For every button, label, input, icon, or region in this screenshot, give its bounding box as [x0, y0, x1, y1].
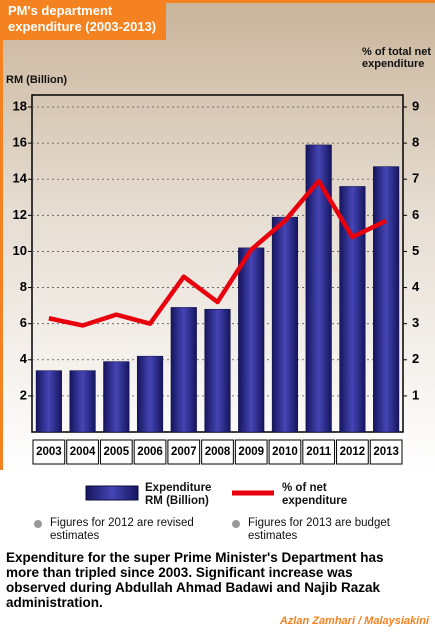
- bar: [136, 355, 164, 433]
- bar: [170, 307, 197, 433]
- y-tick-label: 14: [13, 171, 28, 186]
- x-tick-label: 2003: [36, 446, 62, 458]
- y-tick-label: 2: [20, 387, 27, 402]
- y-tick-label: 16: [13, 135, 27, 150]
- bar: [238, 247, 265, 433]
- y2-tick-label: 9: [412, 98, 419, 113]
- x-tick-label: 2009: [238, 446, 264, 458]
- y2-tick-label: 8: [412, 135, 419, 150]
- bar: [271, 216, 299, 433]
- y-axis-label: RM (Billion): [6, 74, 68, 86]
- chart-title: PM's department expenditure (2003-2013): [0, 0, 166, 40]
- x-tick-box: [133, 439, 167, 465]
- x-tick-label: 2004: [70, 446, 96, 458]
- y-tick-label: 8: [20, 279, 27, 294]
- x-tick-box: [369, 439, 403, 465]
- y2-tick-label: 5: [412, 243, 419, 258]
- accent: [0, 0, 435, 3]
- bar: [373, 166, 400, 433]
- legend-swatch: [85, 485, 139, 501]
- x-tick-box: [99, 439, 133, 465]
- x-tick-label: 2010: [272, 446, 298, 458]
- x-tick-box: [336, 439, 369, 465]
- y2-tick-label: 7: [412, 171, 419, 186]
- line: [48, 178, 388, 328]
- y-tick-label: 4: [20, 351, 28, 366]
- y2-tick-label: 3: [412, 315, 419, 330]
- caption: Expenditure for the super Prime Minister…: [6, 550, 384, 610]
- x-tick-label: 2011: [306, 446, 332, 458]
- bar: [103, 361, 130, 433]
- x-tick-box: [268, 439, 302, 465]
- x-tick-label: 2007: [171, 446, 197, 458]
- x-tick-label: 2012: [340, 446, 366, 458]
- bar: [305, 144, 332, 433]
- x-tick-label: 2005: [104, 446, 130, 458]
- note: Figures for 2012 are revised estimates: [34, 517, 220, 543]
- bar: [35, 370, 62, 433]
- legend-label: Expenditure RM (Billion): [145, 482, 212, 507]
- x-tick-box: [32, 439, 66, 465]
- note: Figures for 2013 are budget estimates: [232, 517, 418, 543]
- x-tick-box: [302, 439, 336, 465]
- y2-tick-label: 4: [412, 279, 420, 294]
- x-tick-box: [66, 439, 99, 465]
- y2-tick-label: 2: [412, 351, 419, 366]
- x-tick-label: 2013: [373, 446, 399, 458]
- bar: [204, 308, 231, 433]
- x-tick-box: [234, 439, 268, 465]
- legend-label: % of net expenditure: [282, 482, 348, 507]
- y-tick-label: 6: [20, 315, 27, 330]
- y2-axis-label: % of total net expenditure: [362, 46, 432, 70]
- accent: [0, 0, 3, 470]
- x-tick-label: 2008: [205, 446, 231, 458]
- y2-tick-label: 1: [412, 387, 419, 402]
- x-tick-box: [167, 439, 201, 465]
- y-tick-label: 12: [13, 207, 27, 222]
- y2-tick-label: 6: [412, 207, 419, 222]
- y-tick-label: 18: [13, 98, 27, 113]
- x-tick-label: 2006: [137, 446, 163, 458]
- credit: Azlan Zamhari / Malaysiakini: [279, 615, 429, 627]
- bar: [69, 370, 96, 433]
- y-tick-label: 10: [13, 243, 27, 258]
- bar: [339, 186, 366, 433]
- x-tick-box: [201, 439, 234, 465]
